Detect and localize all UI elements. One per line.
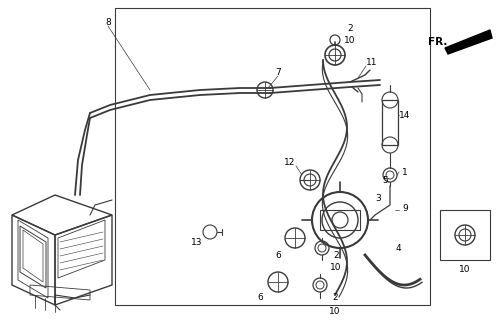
Text: 14: 14 — [399, 110, 411, 119]
Text: 10: 10 — [459, 266, 471, 275]
Text: 11: 11 — [366, 58, 378, 67]
Text: FR.: FR. — [428, 37, 448, 47]
Text: 9: 9 — [402, 204, 408, 212]
Text: 3: 3 — [375, 194, 381, 203]
Text: 6: 6 — [257, 293, 263, 302]
Text: 10: 10 — [329, 307, 341, 316]
Text: 5: 5 — [382, 175, 388, 185]
Text: 2: 2 — [333, 251, 339, 260]
Bar — [440, 210, 490, 260]
Text: 10: 10 — [344, 36, 356, 44]
Bar — [382, 100, 398, 145]
Text: 6: 6 — [275, 251, 281, 260]
Text: 12: 12 — [284, 157, 296, 166]
Text: 2: 2 — [347, 23, 353, 33]
Text: 4: 4 — [395, 244, 401, 252]
Text: 8: 8 — [105, 18, 111, 27]
Text: 2: 2 — [332, 293, 338, 302]
Text: 13: 13 — [191, 237, 203, 246]
Text: 10: 10 — [330, 263, 342, 273]
Text: 1: 1 — [402, 167, 408, 177]
Polygon shape — [445, 30, 492, 54]
Text: 7: 7 — [275, 68, 281, 76]
